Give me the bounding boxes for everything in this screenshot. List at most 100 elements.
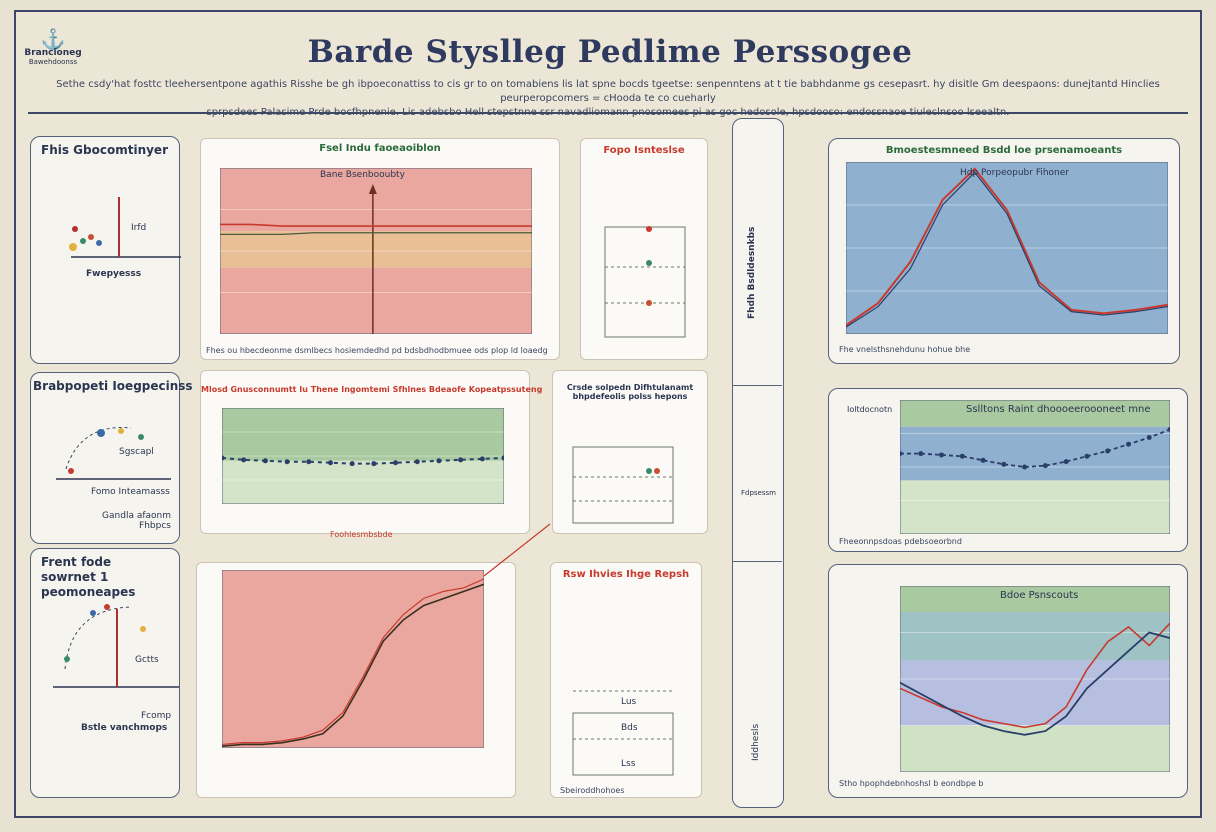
plot-band xyxy=(900,426,1170,481)
right-panel-1-footnote: Fhe vnelsthsnehdunu hohue bhe xyxy=(839,345,971,354)
mid-side-diagram xyxy=(572,446,674,524)
chart-bot xyxy=(222,570,484,748)
data-point xyxy=(371,461,377,467)
top-inner-title: Bane Bsenbooubty xyxy=(320,170,405,180)
intro-line-1: Sethe csdy'hat fosttc tleehersentpone ag… xyxy=(56,79,1160,104)
right-panel-3-footnote: Stho hpophdebnhoshsl b eondbpe b xyxy=(839,779,984,788)
bot-side-diagram xyxy=(572,690,674,776)
series-line-1 xyxy=(222,583,484,748)
chart-top xyxy=(220,168,532,334)
left-panel-1-marker: Irfd xyxy=(131,223,147,233)
sidebar-section-3: Iddhesls xyxy=(733,561,782,807)
data-point xyxy=(241,457,247,463)
data-point xyxy=(980,457,986,463)
mid-chart-title: Mlosd Gnusconnumtt Iu Thene Ingomtemi Sf… xyxy=(201,385,543,394)
plot-band xyxy=(220,267,532,334)
plot-band xyxy=(900,586,1170,613)
plot-band xyxy=(900,612,1170,661)
left-panel-1: Fhis Gbocomtinyer Irfd Fwepyesss xyxy=(30,136,181,364)
data-point xyxy=(1022,464,1028,470)
bot-side-title: Rsw Ihvies Ihge Repsh xyxy=(562,569,690,580)
plot-band xyxy=(900,400,1170,427)
data-point xyxy=(1063,459,1069,465)
sidebar-label-2: Fdpsessm xyxy=(741,489,776,497)
plot-band xyxy=(220,168,532,232)
left-panel-2-title: Brabpopeti Ioegpecinss xyxy=(33,379,193,393)
left-panel-2: Brabpopeti Ioegpecinss Sgscapl Fomo Inte… xyxy=(30,372,193,544)
mid-footnote: Foohlesmbsbde xyxy=(330,530,393,539)
logo-subtext: Bawehdoonss xyxy=(28,58,78,66)
chart-mid xyxy=(222,408,504,504)
series-line-1 xyxy=(846,167,1168,327)
logo: ⚓ Brancioneg Bawehdoonss xyxy=(18,27,88,66)
data-point xyxy=(284,459,290,465)
left-panel-2-foot: Gandla afaonm Fhbpcs xyxy=(102,511,171,531)
data-point xyxy=(306,459,312,465)
series-line-2 xyxy=(846,171,1168,328)
divider xyxy=(28,112,1188,114)
bot-side-value-1: Lus xyxy=(621,697,637,707)
left-panel-1-title: Fhis Gbocomtinyer xyxy=(41,143,168,157)
data-point xyxy=(349,461,355,467)
data-point xyxy=(436,458,442,464)
data-point xyxy=(1167,426,1170,432)
data-point xyxy=(393,460,399,466)
connector-line xyxy=(483,523,551,577)
chart-r3 xyxy=(900,586,1170,772)
bot-footnote: Sbeiroddhohoes xyxy=(560,786,625,795)
data-point xyxy=(918,451,924,457)
left-panel-3-diagram xyxy=(53,604,179,688)
page-title: Barde Styslleg Pedlime Perssogee xyxy=(307,34,913,70)
chart-r2 xyxy=(900,400,1170,534)
left-panel-3-sub: Bstle vanchmops xyxy=(81,723,168,733)
logo-icon: ⚓ xyxy=(40,27,66,51)
sidebar-section-2: Fdpsessm xyxy=(733,385,782,562)
series-line-2 xyxy=(222,578,484,746)
top-side-card: Fopo Isnteslse xyxy=(580,138,708,360)
bot-side-value-2: Bds xyxy=(621,723,638,733)
sidebar: Fhdh Bsdldesnkbs Fdpsessm Iddhesls xyxy=(732,118,784,808)
right-panel-3-title: Bdoe Psnscouts xyxy=(1000,590,1079,601)
data-point xyxy=(479,456,485,462)
data-point xyxy=(1084,453,1090,459)
plot-band xyxy=(900,660,1170,726)
series-line-1 xyxy=(222,456,504,465)
series-line-1 xyxy=(900,428,1170,468)
plot-band xyxy=(900,480,1170,534)
bot-side-value-3: Lss xyxy=(621,759,636,769)
data-point xyxy=(1001,461,1007,467)
series-line-2 xyxy=(900,631,1170,736)
left-panel-2-diagram xyxy=(56,427,171,480)
right-panel-1-title: Bmoestesmneed Bsdd loe prsenamoeants xyxy=(885,145,1123,156)
left-panel-1-diagram xyxy=(69,197,181,258)
plot-band xyxy=(222,570,484,748)
left-panel-1-sub: Fwepyesss xyxy=(86,269,142,279)
top-side-diagram xyxy=(604,226,686,338)
left-panel-2-sub: Fomo Inteamasss xyxy=(91,487,170,497)
left-panel-3-foot: Fcomp xyxy=(141,711,172,721)
data-point xyxy=(501,455,504,461)
top-chart-title: Fsel Indu faoeaoiblon xyxy=(319,143,441,154)
chart-r1 xyxy=(846,162,1168,334)
plot-band xyxy=(222,460,504,504)
bot-side-card: Rsw Ihvies Ihge Repsh Lus Bds Lss xyxy=(550,562,702,798)
top-footnote: Fhes ou hbecdeonme dsmlbecs hosiemdedhd … xyxy=(206,346,548,355)
data-point xyxy=(900,451,903,457)
series-line-2 xyxy=(220,232,532,236)
left-panel-3-title: Frent fode sowrnet 1 peomoneapes xyxy=(41,555,136,599)
data-point xyxy=(327,460,333,466)
left-panel-3: Frent fode sowrnet 1 peomoneapes Gctts F… xyxy=(30,548,180,798)
data-point xyxy=(414,459,420,465)
data-point xyxy=(1105,448,1111,454)
series-line-1 xyxy=(220,223,532,227)
data-point xyxy=(1125,441,1131,447)
right-panel-2-footnote: Fheeonnpsdoas pdebsoeorbnd xyxy=(839,537,962,546)
sidebar-section-1: Fhdh Bsdldesnkbs xyxy=(733,119,782,386)
data-point xyxy=(222,455,225,461)
mid-side-card: Crsde solpedn Difhtulanamt bhpdefeolis p… xyxy=(552,370,708,534)
plot-band xyxy=(222,408,504,461)
sidebar-label-3: Iddhesls xyxy=(751,723,761,761)
arrow-up-icon xyxy=(368,184,377,194)
data-point xyxy=(1146,435,1152,441)
data-point xyxy=(458,457,464,463)
